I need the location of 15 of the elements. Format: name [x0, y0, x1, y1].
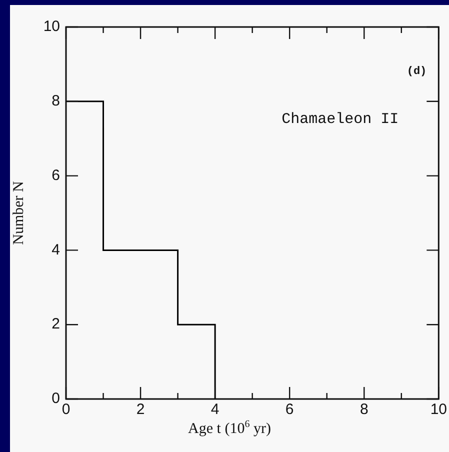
x-axis-title: Age t (10$^{6}$ yr) — [187, 419, 272, 438]
x-tick-label: 8 — [360, 401, 368, 418]
y-tick-label: 6 — [52, 166, 60, 184]
annotation: Chamaeleon II — [282, 111, 399, 128]
x-tick-label: 4 — [210, 401, 220, 418]
x-tick-label: 2 — [136, 401, 145, 418]
y-tick-label: 2 — [52, 316, 60, 333]
y-tick-label: 8 — [52, 92, 60, 110]
y-axis-title: Number N — [10, 180, 27, 245]
x-tick-label: 6 — [285, 401, 294, 418]
y-tick-label: 10 — [43, 18, 60, 36]
y-tick-label: 4 — [52, 241, 60, 258]
annotation: (d) — [406, 66, 427, 78]
x-tick-label: 10 — [430, 401, 447, 418]
y-tick-label: 0 — [52, 390, 60, 408]
